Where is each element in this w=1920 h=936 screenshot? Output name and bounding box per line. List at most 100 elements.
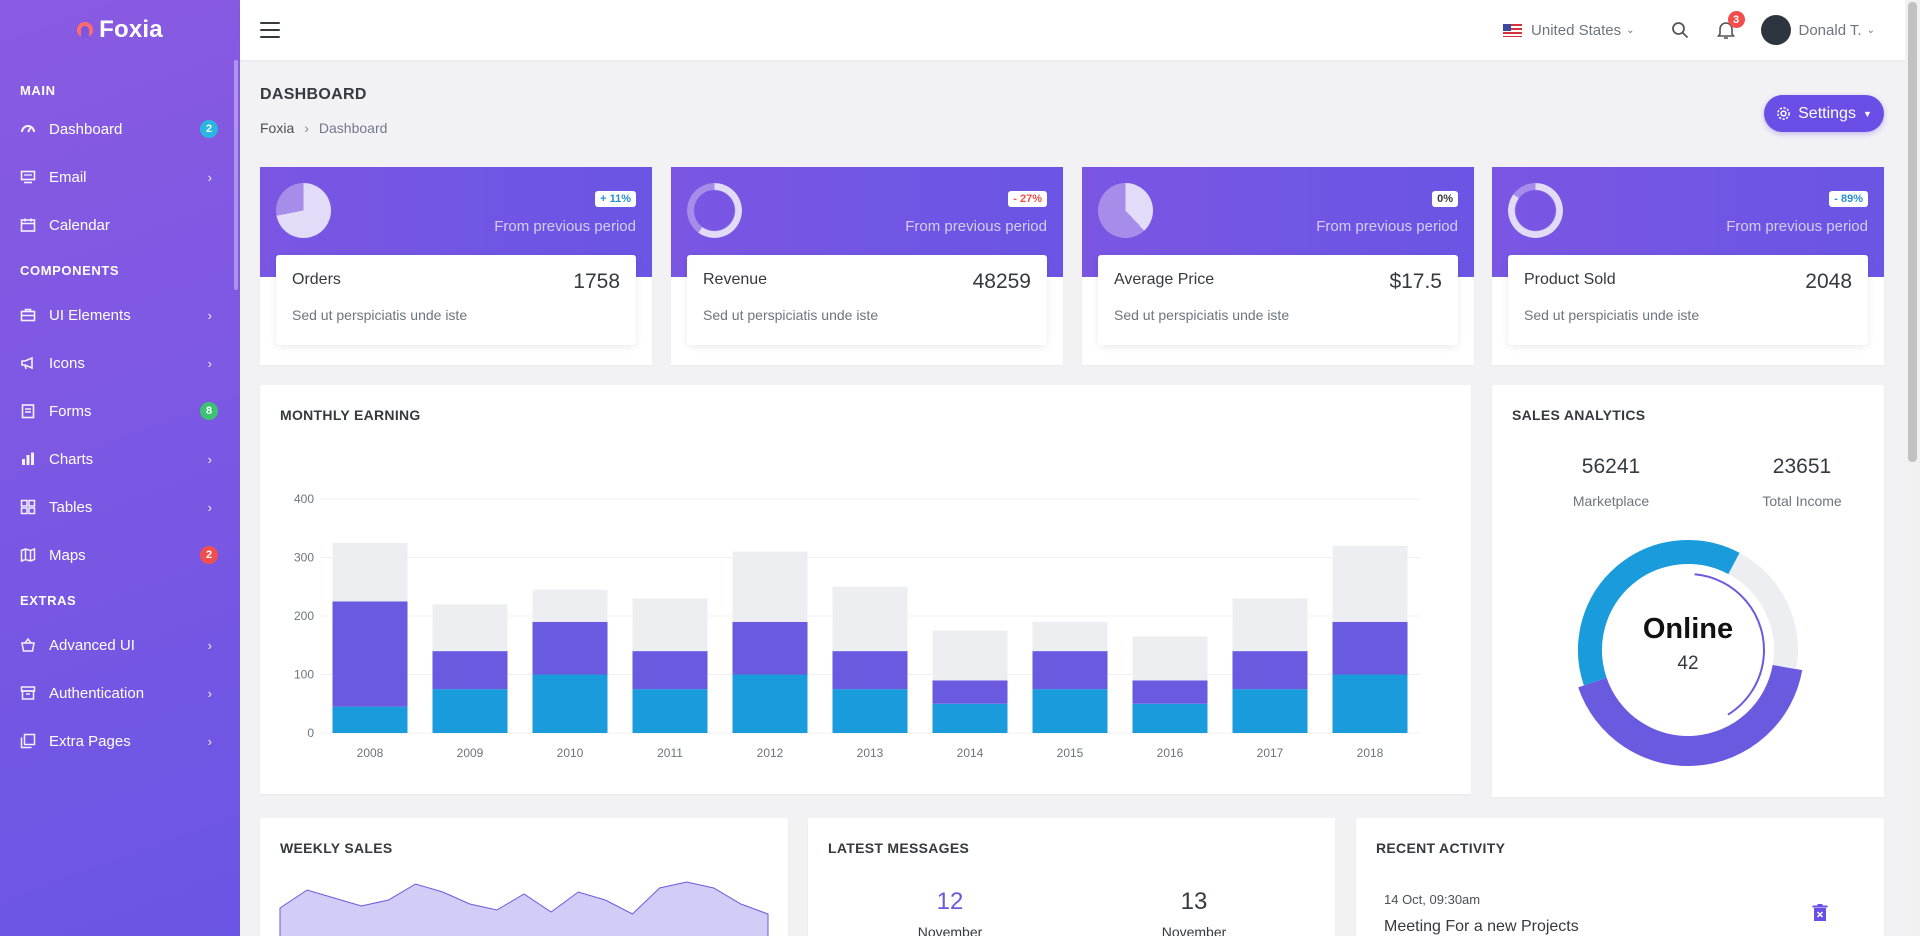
calendar-icon: [20, 217, 36, 233]
user-name: Donald T.: [1798, 21, 1862, 39]
sidebar-item-ui-elements[interactable]: UI Elements ›: [0, 291, 240, 339]
maps-badge: 2: [200, 546, 218, 564]
chevron-right-icon: ›: [207, 685, 212, 701]
sidebar-item-charts[interactable]: Charts ›: [0, 435, 240, 483]
section-title-main: MAIN: [20, 82, 56, 98]
sidebar-item-dashboard[interactable]: Dashboard 2: [0, 105, 240, 153]
app-logo[interactable]: Foxia: [0, 0, 240, 60]
stat-description: Sed ut perspiciatis unde iste: [1114, 307, 1290, 323]
table-icon: [20, 499, 36, 515]
stat-value: 1758: [573, 270, 620, 293]
stat-description: Sed ut perspiciatis unde iste: [292, 307, 468, 323]
card-title: MONTHLY EARNING: [280, 407, 421, 423]
stat-card-body: Orders 1758 Sed ut perspiciatis unde ist…: [276, 255, 636, 345]
sidebar-item-label: Extra Pages: [49, 732, 131, 750]
x-tick-label: 2015: [1057, 746, 1084, 760]
sidebar-item-label: Dashboard: [49, 120, 123, 138]
notifications-button[interactable]: 3: [1715, 11, 1745, 41]
page-scrollbar[interactable]: [1905, 0, 1920, 936]
megaphone-icon: [20, 355, 36, 371]
stat-change-badge: - 89%: [1829, 191, 1868, 207]
y-tick-label: 0: [307, 726, 314, 740]
avatar: [1760, 15, 1791, 45]
sidebar-item-label: Forms: [49, 402, 92, 420]
total-income-label: Total Income: [1762, 493, 1842, 509]
sidebar-item-forms[interactable]: Forms 8: [0, 387, 240, 435]
stat-value: 2048: [1805, 270, 1852, 293]
chevron-down-icon: ⌄: [1866, 24, 1875, 36]
bar-segment: [832, 689, 908, 733]
country-selector[interactable]: United States ⌄: [1503, 22, 1635, 39]
pie-chart-icon: [1098, 183, 1153, 238]
gear-icon: [1777, 107, 1790, 120]
weekly-sales-card: WEEKLY SALES: [260, 818, 788, 936]
sidebar-scrollbar[interactable]: [234, 60, 238, 290]
bar-segment: [932, 630, 1008, 681]
chevron-right-icon: ›: [207, 451, 212, 467]
user-menu[interactable]: Donald T. ⌄: [1760, 15, 1875, 45]
inbox-icon: [20, 169, 36, 185]
activity-time: 14 Oct, 09:30am: [1384, 892, 1481, 907]
donut-slice: [1578, 664, 1803, 766]
chevron-right-icon: ›: [207, 499, 212, 515]
stat-value: $17.5: [1389, 270, 1442, 293]
y-tick-label: 400: [294, 492, 314, 506]
stat-description: Sed ut perspiciatis unde iste: [1524, 307, 1700, 323]
dashboard-badge: 2: [200, 120, 218, 138]
donut-inner-arc: [1611, 573, 1765, 727]
message-day[interactable]: 12: [936, 888, 964, 915]
search-button[interactable]: [1669, 19, 1691, 41]
breadcrumb-current: Dashboard: [318, 120, 388, 136]
settings-button[interactable]: Settings ▼: [1764, 95, 1884, 132]
x-tick-label: 2016: [1157, 746, 1184, 760]
marketplace-value: 56241: [1581, 455, 1641, 478]
message-day[interactable]: 13: [1180, 888, 1208, 915]
bar-segment: [532, 621, 608, 675]
sidebar-item-calendar[interactable]: Calendar: [0, 201, 240, 249]
sidebar-item-label: Charts: [49, 450, 94, 468]
sidebar-item-maps[interactable]: Maps 2: [0, 531, 240, 579]
x-tick-label: 2013: [857, 746, 884, 760]
bar-segment: [932, 680, 1008, 704]
bar-segment: [532, 674, 608, 733]
caret-down-icon: ▼: [1862, 108, 1872, 119]
sales-analytics-donut-chart: [1578, 540, 1803, 766]
stat-value: 48259: [972, 270, 1031, 293]
x-tick-label: 2008: [357, 746, 384, 760]
basket-icon: [20, 637, 36, 653]
stat-card-body: Product Sold 2048 Sed ut perspiciatis un…: [1508, 255, 1868, 345]
breadcrumb-link-foxia[interactable]: Foxia: [260, 120, 295, 136]
sidebar-item-email[interactable]: Email ›: [0, 153, 240, 201]
page-scrollbar-thumb[interactable]: [1908, 2, 1917, 462]
sidebar-item-advanced-ui[interactable]: Advanced UI ›: [0, 621, 240, 669]
bar-segment: [1332, 545, 1408, 622]
activity-title[interactable]: Meeting For a new Projects: [1384, 918, 1579, 935]
chevron-down-icon: ⌄: [1626, 24, 1635, 36]
stat-name: Average Price: [1114, 271, 1215, 288]
stat-period: From previous period: [905, 218, 1047, 235]
donut-slice: [1728, 552, 1798, 670]
recent-activity-card: RECENT ACTIVITY 14 Oct, 09:30am Meeting …: [1356, 818, 1884, 936]
hamburger-menu-icon[interactable]: [260, 22, 280, 38]
delete-activity-button[interactable]: [1812, 904, 1828, 926]
pie-chart-icon: [276, 183, 331, 238]
bar-segment: [1232, 689, 1308, 733]
x-tick-label: 2018: [1357, 746, 1384, 760]
sidebar-item-extra-pages[interactable]: Extra Pages ›: [0, 717, 240, 765]
briefcase-icon: [20, 307, 36, 323]
sidebar-item-tables[interactable]: Tables ›: [0, 483, 240, 531]
bar-segment: [1232, 651, 1308, 690]
sales-analytics-card: SALES ANALYTICS 56241 Marketplace 23651 …: [1492, 385, 1884, 797]
archive-icon: [20, 685, 36, 701]
sidebar-item-icons[interactable]: Icons ›: [0, 339, 240, 387]
message-month: November: [1161, 924, 1227, 936]
donut-chart-icon: [687, 183, 742, 238]
chevron-right-icon: ›: [207, 169, 212, 185]
bar-segment: [532, 589, 608, 622]
sidebar-item-authentication[interactable]: Authentication ›: [0, 669, 240, 717]
bar-segment: [1032, 689, 1108, 733]
sidebar-item-label: Advanced UI: [49, 636, 135, 654]
donut-center-value: 42: [1677, 653, 1699, 674]
stat-change-badge: - 27%: [1008, 191, 1047, 207]
bar-segment: [1332, 621, 1408, 675]
